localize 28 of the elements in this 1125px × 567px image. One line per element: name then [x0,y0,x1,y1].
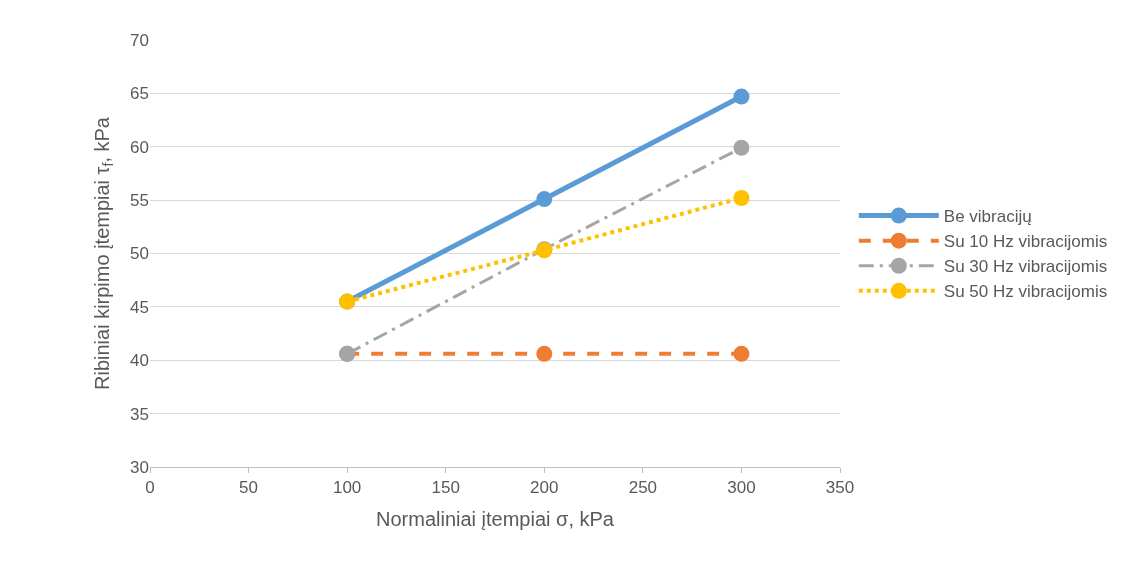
y-tick-label: 65 [130,84,149,104]
point [536,191,553,208]
x-tick-label: 0 [145,478,155,498]
x-tick-label: 50 [239,478,259,498]
x-tick-label: 300 [727,478,756,498]
y-tick-label: 60 [130,137,149,157]
point [733,88,750,105]
y-tick-label: 30 [130,457,149,477]
point [733,189,750,206]
y-tick-label: 70 [130,30,149,50]
x-tick-label: 200 [530,478,559,498]
y-tick-label: 55 [130,191,149,211]
x-tick-label: 350 [825,478,855,498]
y-tick-label: 50 [130,244,149,264]
legend-label: Su 30 Hz vibracijomis [943,257,1108,277]
y-tick-label: 40 [130,351,149,371]
x-tick-label: 100 [332,478,362,498]
point [733,139,750,156]
x-tick-label: 250 [628,478,658,498]
y-tick-label: 35 [130,404,149,424]
legend-label: Be vibracijų [943,207,1032,227]
legend-label: Su 10 Hz vibracijomis [943,232,1108,252]
x-axis-title: Normaliniai įtempiai σ, kPa [376,507,615,530]
legend-label: Su 50 Hz vibracijomis [943,282,1108,302]
point [733,345,750,362]
point [536,345,553,362]
y-tick-label: 45 [130,297,149,317]
x-tick-label: 150 [431,478,460,498]
